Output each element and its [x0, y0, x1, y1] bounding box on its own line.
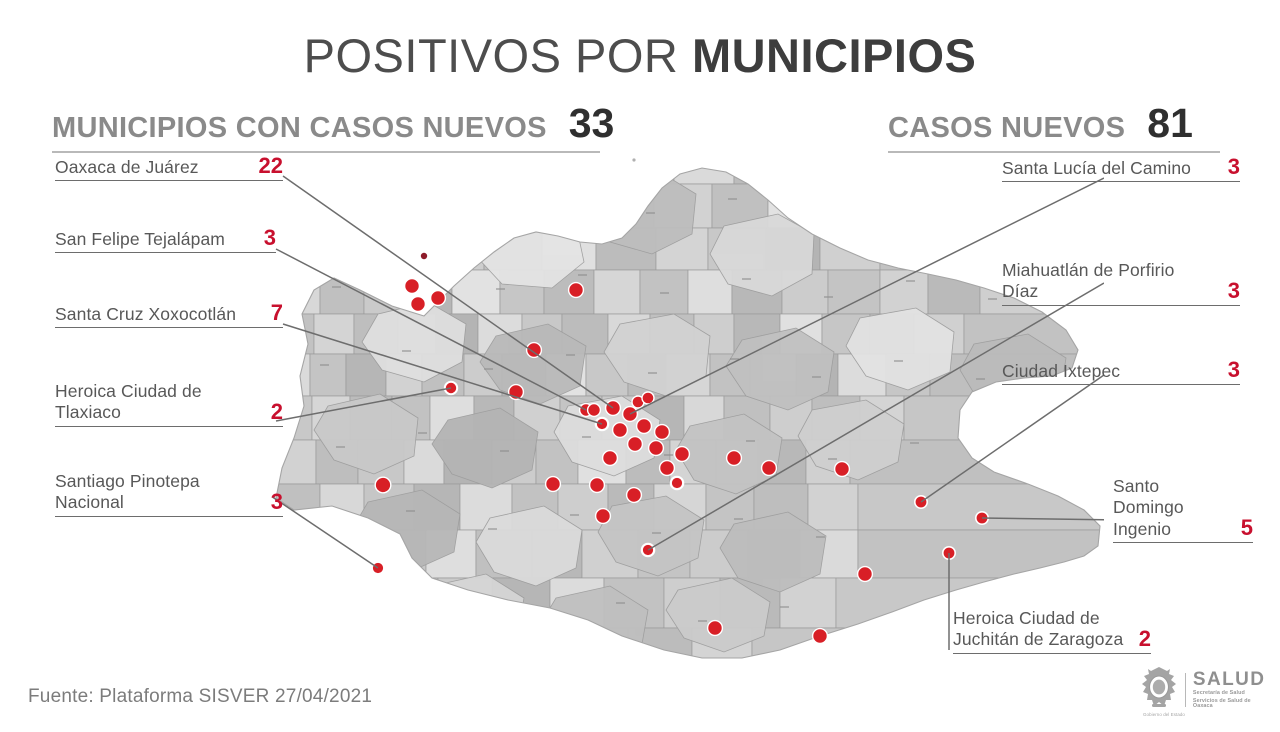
map-svg [272, 158, 1104, 659]
logo-subtitle-1: Secretaría de Salud [1192, 690, 1245, 697]
leader-xoxocotlan [282, 323, 603, 425]
stat-municipios-label: MUNICIPIOS CON CASOS NUEVOS [52, 112, 547, 144]
source-note: Fuente: Plataforma SISVER 27/04/2021 [28, 686, 373, 707]
callout-value: 2 [1138, 625, 1151, 651]
leader-oaxaca [282, 175, 614, 409]
leader-ingenio [981, 517, 1104, 521]
leader-pinotepa [272, 495, 379, 569]
crest-caption: Gobierno del Estado [1143, 712, 1185, 717]
coat-of-arms-icon [1142, 667, 1176, 707]
callout-value: 22 [258, 153, 283, 178]
callout-value: 3 [1227, 277, 1240, 303]
leader-miahuatlan [647, 282, 1104, 551]
logo-subtitle-2: Servicios de Salud de Oaxaca [1192, 697, 1251, 710]
page-title: POSITIVOS POR MUNICIPIOS [0, 28, 1280, 83]
callout-name: Heroica Ciudad de Juchitán de Zaragoza [953, 608, 1124, 650]
leader-san-felipe [275, 248, 587, 411]
callout-name: Santa Lucía del Camino [1002, 157, 1191, 178]
callout-name: Heroica Ciudad de Tlaxiaco [55, 381, 202, 423]
logo-title: SALUD [1192, 669, 1266, 691]
salud-logo: Gobierno del Estado SALUD Secretaría de … [1136, 662, 1266, 718]
callout-name: Santiago Pinotepa Nacional [55, 471, 200, 513]
callout-santa-cruz-xoxocotlan[interactable]: Santa Cruz Xoxocotlán 7 [55, 300, 283, 329]
callout-value: 3 [1227, 357, 1240, 382]
logo-text-block: SALUD Secretaría de Salud Servicios de S… [1193, 670, 1266, 709]
map-case-markers [370, 252, 989, 645]
callout-santa-lucia-del-camino[interactable]: Santa Lucía del Camino 3 [1002, 154, 1240, 183]
callout-value: 5 [1240, 514, 1253, 540]
callout-heroica-ciudad-de-juchitan-de-zaragoza[interactable]: Heroica Ciudad de Juchitán de Zaragoza 2 [953, 608, 1151, 654]
callout-oaxaca-de-juarez[interactable]: Oaxaca de Juárez 22 [55, 153, 283, 182]
callout-name: Santa Cruz Xoxocotlán [55, 303, 237, 324]
leader-tlaxiaco [275, 387, 452, 422]
callout-name: San Felipe Tejalápam [55, 228, 225, 249]
page-title-thin: POSITIVOS POR [303, 29, 692, 82]
stat-casos-nuevos: CASOS NUEVOS 81 [888, 100, 1220, 153]
callout-santo-domingo-ingenio[interactable]: Santo Domingo Ingenio 5 [1113, 476, 1253, 544]
callout-name: Santo Domingo Ingenio [1113, 476, 1184, 539]
map-outline [275, 167, 1101, 659]
stat-municipios-con-casos-nuevos: MUNICIPIOS CON CASOS NUEVOS 33 [52, 100, 614, 153]
callout-value: 3 [1227, 154, 1240, 179]
map-offshore-speck [632, 158, 636, 162]
callout-value: 3 [270, 488, 283, 514]
callout-name: Oaxaca de Juárez [55, 156, 199, 177]
callout-santiago-pinotepa-nacional[interactable]: Santiago Pinotepa Nacional 3 [55, 471, 283, 517]
map-oaxaca [272, 138, 1104, 683]
stat-casos-value: 81 [1147, 100, 1193, 146]
callout-ciudad-ixtepec[interactable]: Ciudad Ixtepec 3 [1002, 357, 1240, 386]
callout-heroica-ciudad-de-tlaxiaco[interactable]: Heroica Ciudad de Tlaxiaco 2 [55, 381, 283, 427]
callout-value: 3 [263, 225, 276, 250]
logo-divider [1185, 673, 1186, 707]
stat-municipios-value: 33 [568, 100, 615, 146]
leader-ixtepec [920, 374, 1104, 503]
stat-casos-label: CASOS NUEVOS [888, 112, 1126, 144]
map-landmass [276, 168, 1100, 658]
callout-name: Ciudad Ixtepec [1002, 360, 1121, 381]
callout-san-felipe-tejalapam[interactable]: San Felipe Tejalápam 3 [55, 225, 276, 254]
callout-miahuatlan-de-porfirio-diaz[interactable]: Miahuatlán de Porfirio Díaz 3 [1002, 260, 1240, 306]
callout-value: 2 [270, 398, 283, 424]
leader-santa-lucia [629, 177, 1104, 415]
page-title-bold: MUNICIPIOS [691, 29, 977, 82]
callout-name: Miahuatlán de Porfirio Díaz [1002, 260, 1175, 302]
map-leader-lines [272, 175, 1104, 650]
callout-value: 7 [270, 300, 283, 325]
